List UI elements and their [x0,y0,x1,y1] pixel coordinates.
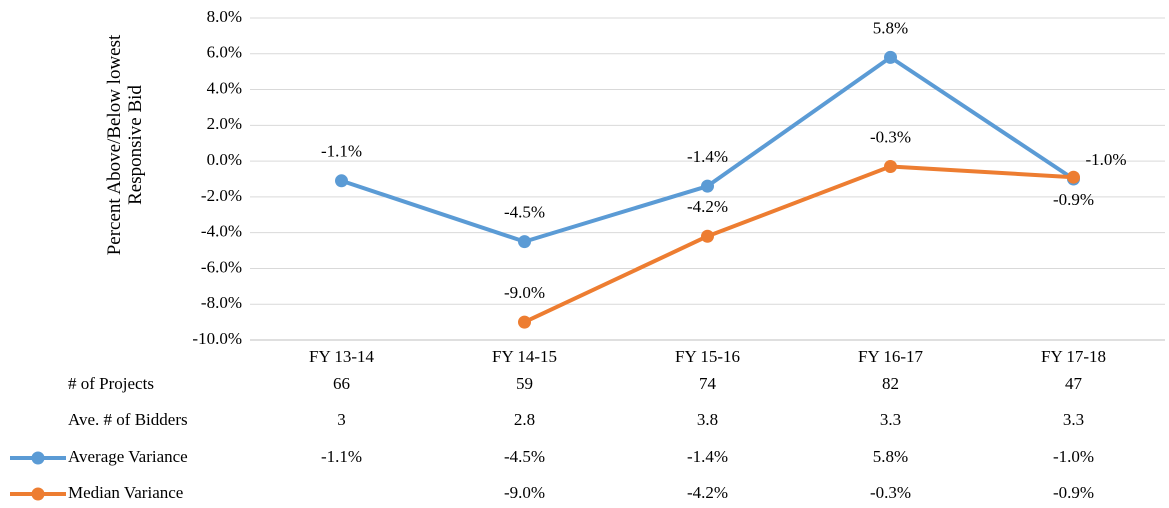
y-tick-label: 0.0% [207,150,242,169]
y-tick-label: -4.0% [201,222,242,241]
x-tick-label: FY 13-14 [309,347,375,366]
y-tick-label: -2.0% [201,186,242,205]
table-cell: -4.5% [504,447,545,466]
table-cell: 3.8 [697,410,718,429]
y-tick-label: -10.0% [192,329,242,348]
table-cell: 3.3 [880,410,901,429]
data-point [518,235,531,249]
table-cell: 3.3 [1063,410,1084,429]
legend-label: Median Variance [68,483,183,502]
table-cell: -1.0% [1053,447,1094,466]
table-cell: 47 [1065,374,1083,393]
y-tick-label: -8.0% [201,293,242,312]
table-cell: 66 [333,374,350,393]
legend-marker [31,451,45,465]
table-cell: 74 [699,374,717,393]
legend-marker [31,487,45,501]
table-cell: -4.2% [687,483,728,502]
data-point [701,179,714,193]
data-label: -1.1% [321,142,362,161]
y-tick-label: 8.0% [207,7,242,26]
table-cell: 2.8 [514,410,535,429]
table-cell: 82 [882,374,899,393]
x-tick-label: FY 17-18 [1041,347,1106,366]
data-label: -4.5% [504,203,545,222]
y-tick-label: 6.0% [207,43,242,62]
y-axis-title: Percent Above/Below lowest Responsive Bi… [104,34,146,256]
x-tick-label: FY 16-17 [858,347,924,366]
data-point [701,229,714,243]
data-label: -1.4% [687,147,728,166]
data-label: -1.0% [1086,150,1127,169]
y-tick-label: -6.0% [201,257,242,276]
table-cell: -0.3% [870,483,911,502]
table-cell: -1.4% [687,447,728,466]
data-point [884,159,897,173]
y-tick-label: 2.0% [207,114,242,133]
data-point [884,50,897,64]
data-label: -9.0% [504,283,545,302]
data-point [1067,170,1080,184]
table-cell: 5.8% [873,447,908,466]
x-tick-label: FY 15-16 [675,347,740,366]
y-tick-label: 4.0% [207,78,242,97]
table-cell: -1.1% [321,447,362,466]
data-label: -0.9% [1053,190,1094,209]
table-cell: 3 [337,410,346,429]
table-cell: -9.0% [504,483,545,502]
table-row-label: # of Projects [68,374,154,393]
series-line [523,164,1074,324]
table-cell: 59 [516,374,533,393]
data-point [518,315,531,329]
x-tick-label: FY 14-15 [492,347,557,366]
data-label: -4.2% [687,197,728,216]
table-cell: -0.9% [1053,483,1094,502]
legend-label: Average Variance [68,447,188,466]
data-label: -0.3% [870,127,911,146]
data-label: 5.8% [873,18,908,37]
table-row-label: Ave. # of Bidders [68,410,188,429]
data-point [335,174,348,188]
